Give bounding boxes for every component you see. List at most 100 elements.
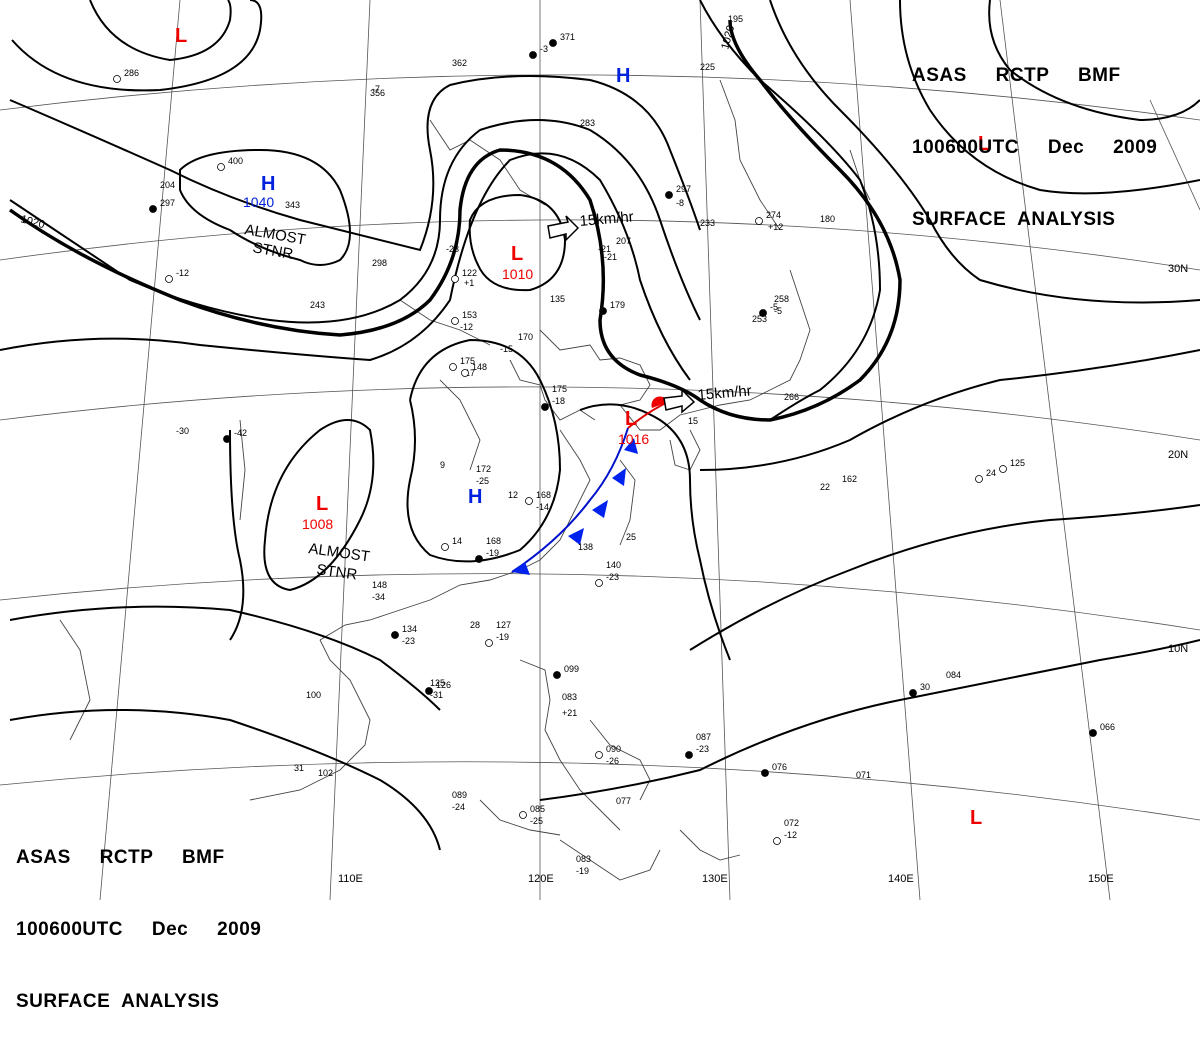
station-marker — [541, 403, 549, 411]
station-value: -19 — [576, 866, 589, 876]
pressure-centers: L H L H L L H L L — [175, 25, 990, 829]
station-marker — [553, 671, 561, 679]
low-center-6: L — [970, 807, 982, 829]
station-value: 266 — [784, 392, 799, 402]
station-marker — [909, 689, 917, 697]
station-value: -19 — [496, 632, 509, 642]
low-center-3: L — [511, 243, 523, 265]
isobar-1020 — [8, 19, 902, 422]
motion-label-1: 15km/hr — [579, 208, 634, 230]
station-value: 172 — [476, 464, 491, 474]
station-value: -34 — [372, 592, 385, 602]
station-value: -25 — [476, 476, 489, 486]
low-value-1008: 1008 — [302, 516, 333, 532]
station-value: -14 — [536, 502, 549, 512]
station-value: 9 — [440, 460, 445, 470]
low-center-5: L — [625, 408, 637, 430]
station-value: 207 — [616, 236, 631, 246]
station-value: 22 — [820, 482, 830, 492]
station-value: +12 — [768, 222, 783, 232]
station-value: 362 — [452, 58, 467, 68]
station-value: 148 — [472, 362, 487, 372]
high-center-3: H — [468, 486, 482, 508]
station-value: 14 — [452, 536, 462, 546]
station-value: 283 — [580, 118, 595, 128]
station-value: 180 — [820, 214, 835, 224]
station-value: 138 — [578, 542, 593, 552]
station-value: 127 — [496, 620, 511, 630]
station-marker — [529, 51, 537, 59]
station-value: -23 — [606, 572, 619, 582]
station-value: +21 — [562, 708, 577, 718]
station-value: -12 — [460, 322, 473, 332]
station-value: 179 — [610, 300, 625, 310]
surface-analysis-map: L H L H L L H L L 1040 1010 1008 1016 AL… — [0, 0, 1200, 900]
station-marker — [755, 217, 763, 225]
station-value: -24 — [452, 802, 465, 812]
high-center-1: H — [616, 65, 630, 87]
station-value: 085 — [530, 804, 545, 814]
station-value: 170 — [518, 332, 533, 342]
station-value: 168 — [536, 490, 551, 500]
station-marker — [599, 307, 607, 315]
station-value: 243 — [310, 300, 325, 310]
lon-label-110e: 110E — [338, 873, 363, 885]
station-value: 134 — [402, 624, 417, 634]
lat-label-10n: 10N — [1168, 643, 1188, 655]
station-value: -5 — [770, 302, 778, 312]
station-marker — [665, 191, 673, 199]
lon-label-140e: 140E — [888, 873, 914, 885]
station-value: 297 — [676, 184, 691, 194]
station-value: 090 — [606, 744, 621, 754]
station-marker — [759, 309, 767, 317]
station-value: -25 — [530, 816, 543, 826]
station-value: -21 — [604, 252, 617, 262]
header-line-3: SURFACE ANALYSIS — [912, 209, 1116, 230]
station-value: 071 — [856, 770, 871, 780]
station-marker — [975, 475, 983, 483]
station-marker — [391, 631, 399, 639]
station-marker — [595, 579, 603, 587]
station-value: -7 — [372, 84, 380, 94]
station-value: 077 — [616, 796, 631, 806]
station-value: 089 — [452, 790, 467, 800]
station-marker — [217, 163, 225, 171]
station-value: -30 — [176, 426, 189, 436]
low-center-2: L — [978, 133, 990, 155]
station-value: -31 — [430, 690, 443, 700]
graticule-labels: 110E 120E 130E 140E 150E 30N 20N 10N — [338, 263, 1188, 885]
station-marker — [113, 75, 121, 83]
station-value: -42 — [234, 428, 247, 438]
station-value: 31 — [294, 763, 304, 773]
station-value: -23 — [402, 636, 415, 646]
station-value: 148 — [372, 580, 387, 590]
station-value: 100 — [306, 690, 321, 700]
station-value: 400 — [228, 156, 243, 166]
station-value: 153 — [462, 310, 477, 320]
low-value-1016: 1016 — [618, 431, 649, 447]
station-marker — [451, 317, 459, 325]
header-bottom-left: ASAS RCTP BMF 100600UTC Dec 2009 SURFACE… — [16, 798, 261, 1038]
station-value: -5 — [774, 306, 782, 316]
station-value: 102 — [318, 768, 333, 778]
station-value: 195 — [728, 14, 743, 24]
station-value: 126 — [436, 680, 451, 690]
lon-label-120e: 120E — [528, 873, 554, 885]
lat-label-20n: 20N — [1168, 449, 1188, 461]
station-value: 12 — [508, 490, 518, 500]
stnr-label-1b: STNR — [251, 239, 294, 263]
station-value: 258 — [774, 294, 789, 304]
station-value: 175 — [552, 384, 567, 394]
station-marker — [761, 769, 769, 777]
station-value: -26 — [606, 756, 619, 766]
station-value: 28 — [470, 620, 480, 630]
lon-label-130e: 130E — [702, 873, 728, 885]
high-center-2: H — [261, 173, 275, 195]
station-marker — [149, 205, 157, 213]
station-value: -21 — [598, 244, 611, 254]
station-value: -12 — [176, 268, 189, 278]
motion-label-2: 15km/hr — [697, 382, 752, 404]
station-plots: 286 356 362 371 225 195 400 204 343 -3 -7 283 -12 -21… — [113, 14, 1115, 876]
station-value: 15 — [688, 416, 698, 426]
station-marker — [449, 363, 457, 371]
